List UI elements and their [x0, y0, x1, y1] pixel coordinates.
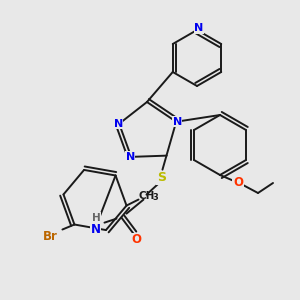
Text: CH: CH [138, 190, 155, 201]
Text: N: N [126, 152, 135, 162]
Text: N: N [113, 119, 123, 129]
Text: Br: Br [43, 230, 58, 243]
Text: O: O [233, 176, 243, 190]
Text: H: H [92, 213, 101, 223]
Text: S: S [157, 171, 166, 184]
Text: O: O [131, 233, 142, 246]
Text: N: N [194, 23, 204, 33]
Text: N: N [172, 117, 182, 127]
Text: 3: 3 [153, 193, 158, 202]
Text: N: N [91, 223, 100, 236]
